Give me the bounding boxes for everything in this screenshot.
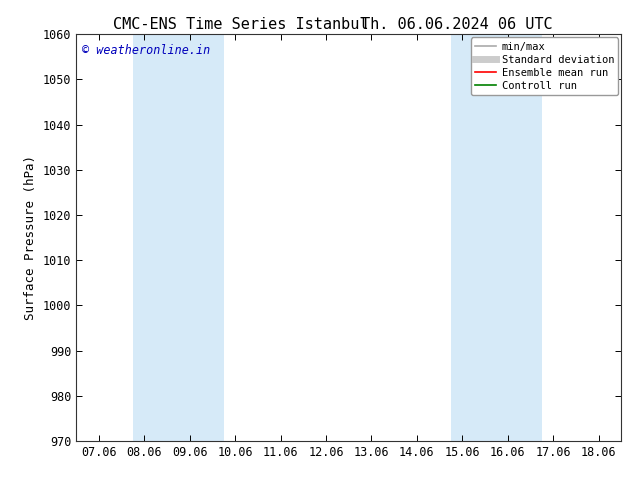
Bar <box>133 34 224 441</box>
Text: Th. 06.06.2024 06 UTC: Th. 06.06.2024 06 UTC <box>361 17 552 32</box>
Text: © weatheronline.in: © weatheronline.in <box>82 45 210 57</box>
Y-axis label: Surface Pressure (hPa): Surface Pressure (hPa) <box>24 155 37 320</box>
Bar <box>451 34 542 441</box>
Legend: min/max, Standard deviation, Ensemble mean run, Controll run: min/max, Standard deviation, Ensemble me… <box>471 37 618 95</box>
Text: CMC-ENS Time Series Istanbul: CMC-ENS Time Series Istanbul <box>113 17 368 32</box>
